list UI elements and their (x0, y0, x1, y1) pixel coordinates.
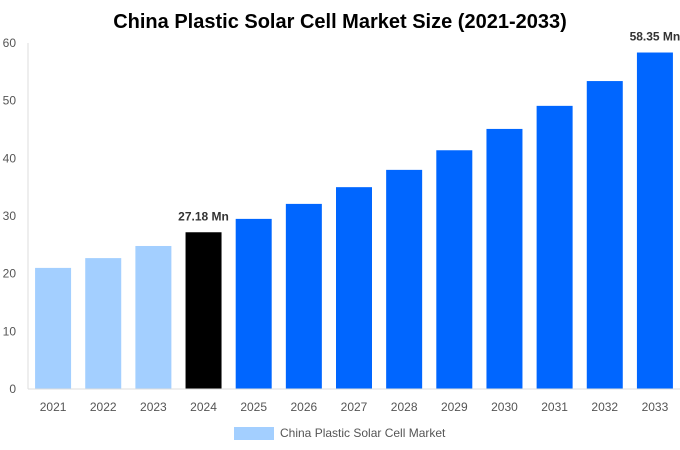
data-labels: 27.18 Mn 58.35 Mn (178, 30, 680, 224)
x-tick-label: 2032 (591, 400, 618, 414)
bar-2032[interactable] (586, 81, 623, 389)
bar-2027[interactable] (336, 187, 372, 389)
legend[interactable]: China Plastic Solar Cell Market (234, 426, 446, 440)
bar-2024[interactable] (185, 232, 222, 389)
bar-2031[interactable] (536, 105, 573, 390)
bar-2030[interactable] (486, 128, 523, 389)
bar-2026[interactable] (285, 203, 322, 389)
bar-2023[interactable] (135, 245, 172, 389)
x-tick-label: 2024 (190, 400, 217, 414)
bar-2033[interactable] (636, 52, 673, 389)
data-label-2024: 27.18 Mn (178, 209, 229, 223)
legend-label: China Plastic Solar Cell Market (280, 426, 446, 440)
x-tick-label: 2025 (240, 400, 267, 414)
x-tick-label: 2023 (140, 400, 167, 414)
y-tick-label: 0 (9, 382, 16, 396)
bar-2022[interactable] (85, 258, 122, 389)
x-tick-label: 2021 (40, 400, 67, 414)
y-tick-label: 60 (3, 36, 17, 50)
y-tick-label: 40 (3, 151, 17, 165)
bar-2021[interactable] (35, 267, 72, 389)
x-tick-label: 2029 (441, 400, 468, 414)
x-tick-label: 2031 (541, 400, 568, 414)
legend-swatch (234, 427, 274, 440)
x-tick-label: 2030 (491, 400, 518, 414)
bar-2028[interactable] (386, 169, 423, 389)
y-tick-label: 50 (3, 94, 17, 108)
bar-2025[interactable] (235, 218, 272, 389)
x-tick-label: 2022 (90, 400, 117, 414)
y-tick-label: 30 (3, 209, 17, 223)
bars (35, 52, 673, 390)
y-tick-label: 20 (3, 267, 17, 281)
chart-title: China Plastic Solar Cell Market Size (20… (113, 11, 567, 33)
x-tick-label: 2028 (391, 400, 418, 414)
data-label-2033: 58.35 Mn (630, 30, 680, 44)
x-axis: 2021 2022 2023 2024 2025 2026 2027 2028 2029 2030… (28, 388, 680, 414)
x-tick-label: 2033 (642, 400, 669, 414)
x-tick-label: 2027 (341, 400, 368, 414)
y-axis: 0 10 20 30 40 50 60 (3, 36, 29, 396)
x-tick-label: 2026 (290, 400, 317, 414)
bar-2029[interactable] (436, 150, 473, 389)
y-tick-label: 10 (3, 324, 17, 338)
